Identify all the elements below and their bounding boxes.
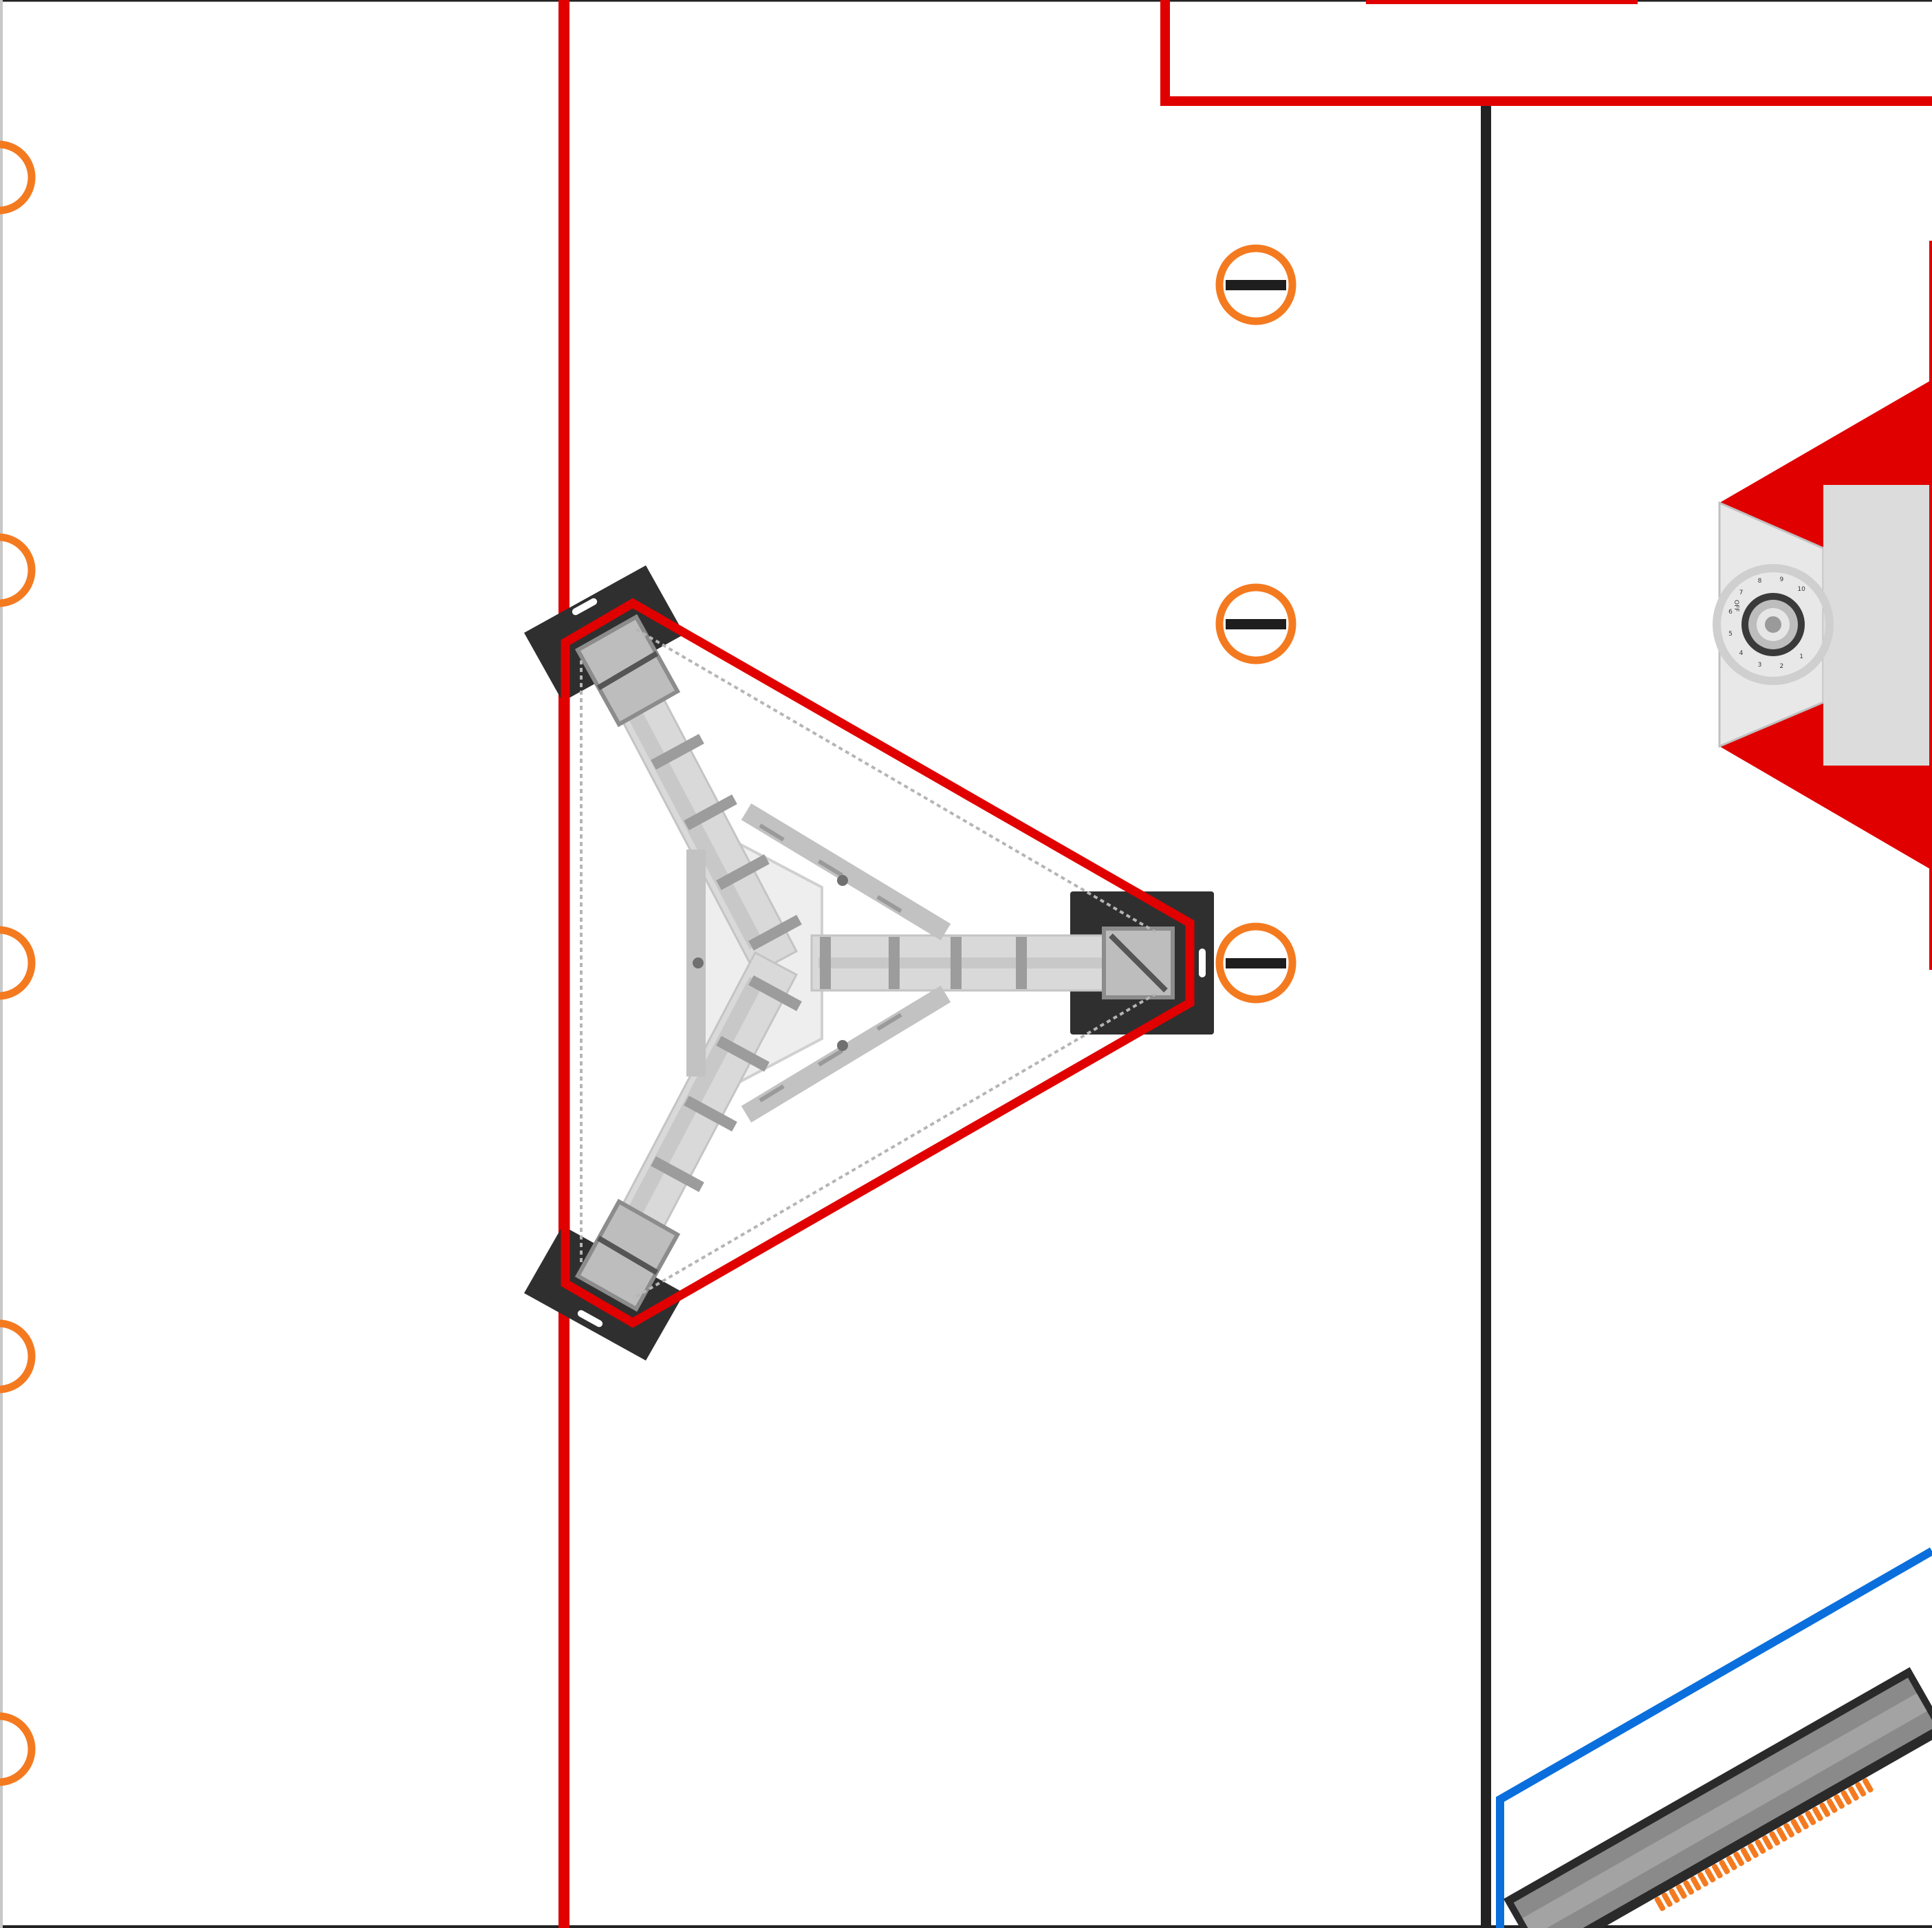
conveyor-tooth xyxy=(1776,1827,1788,1842)
conveyor-tooth xyxy=(1798,1815,1809,1830)
conveyor-tooth xyxy=(1790,1819,1802,1834)
station-gray-panel xyxy=(1823,485,1932,766)
station-edge xyxy=(1929,241,1932,970)
truss-rungs xyxy=(651,733,1027,1193)
dial-number-7: 7 xyxy=(1739,589,1744,596)
red-outline-triangle xyxy=(561,598,1195,1328)
conveyor-tooth xyxy=(1654,1896,1666,1911)
conveyor-tooth xyxy=(1748,1843,1759,1859)
conveyor-tooth xyxy=(1719,1859,1730,1874)
edge-marker-5 xyxy=(0,1712,36,1786)
field-marker-mid xyxy=(1215,583,1296,664)
left-edge-markers xyxy=(0,140,36,1786)
dial-number-10: 10 xyxy=(1797,586,1805,593)
conveyor-tooth xyxy=(1855,1782,1867,1797)
edge-marker-2 xyxy=(0,533,36,607)
conveyor-tooth xyxy=(1690,1876,1702,1891)
dial-number-2: 2 xyxy=(1779,663,1783,670)
conveyor-tooth xyxy=(1805,1810,1816,1826)
end-bracket-cross xyxy=(596,651,1168,1275)
conveyor-tooth xyxy=(1712,1863,1723,1878)
bottom-left-foot-slot xyxy=(577,1310,603,1328)
edge-marker-4 xyxy=(0,1319,36,1394)
conveyor-tooth xyxy=(1733,1852,1744,1866)
conveyor-tooth xyxy=(1834,1794,1845,1809)
dial-number-6: 6 xyxy=(1728,609,1733,616)
dial-number-9: 9 xyxy=(1779,576,1783,583)
top-red-box xyxy=(1160,0,1932,106)
conveyor-tooth xyxy=(1848,1786,1859,1801)
conveyor-tooth xyxy=(1762,1835,1773,1850)
conveyor-tooth xyxy=(1683,1880,1695,1895)
conveyor-tooth xyxy=(1819,1802,1831,1817)
dial-number-8: 8 xyxy=(1758,578,1762,585)
conveyor-tooth xyxy=(1783,1823,1794,1838)
conveyor-tooth xyxy=(1726,1856,1737,1870)
chains xyxy=(580,628,1157,1298)
conveyor-tooth xyxy=(1669,1888,1680,1903)
conveyor-tooth xyxy=(1769,1831,1781,1846)
conveyor-teeth xyxy=(1654,1778,1874,1911)
field-marker-low xyxy=(1215,922,1296,1004)
top-left-foot-slot xyxy=(572,598,598,616)
conveyor-tooth xyxy=(1704,1867,1716,1883)
conveyor-tooth xyxy=(1862,1778,1874,1792)
top-red-box-inner xyxy=(1366,0,1638,4)
station-panel: OFF 1 2 3 4 5 6 7 8 9 10 xyxy=(1713,241,1932,970)
center-divider-line xyxy=(1481,106,1491,1928)
conveyor-tooth xyxy=(1826,1798,1838,1813)
edge-marker-3 xyxy=(0,926,36,1000)
dial-number-4: 4 xyxy=(1739,650,1744,657)
dial-off-label: OFF xyxy=(1733,600,1739,611)
dial-knob[interactable]: OFF 1 2 3 4 5 6 7 8 9 10 xyxy=(1713,564,1834,685)
right-foot-slot xyxy=(1199,949,1206,977)
conveyor-tooth xyxy=(1812,1806,1823,1821)
conveyor-tooth xyxy=(1755,1839,1766,1854)
conveyor-tooth xyxy=(1740,1848,1752,1863)
conveyor-tooth xyxy=(1697,1872,1708,1887)
conveyor-tooth xyxy=(1662,1892,1673,1907)
conveyor-tooth xyxy=(1841,1790,1852,1805)
field-markers xyxy=(1215,244,1296,1004)
arm-right xyxy=(810,934,1129,992)
truss-bolts xyxy=(693,875,848,1051)
edge-marker-1 xyxy=(0,140,36,215)
dial-number-1: 1 xyxy=(1799,653,1803,660)
dial-number-5: 5 xyxy=(1728,631,1733,638)
conveyor-tooth xyxy=(1675,1884,1687,1899)
conveyor-belt-highlight xyxy=(1522,1693,1927,1928)
field-marker-top xyxy=(1215,244,1296,325)
dial-number-3: 3 xyxy=(1758,662,1762,669)
conveyor xyxy=(1504,1667,1932,1928)
triangle-truss xyxy=(524,565,1214,1361)
blue-goal-line xyxy=(1496,1547,1932,1928)
